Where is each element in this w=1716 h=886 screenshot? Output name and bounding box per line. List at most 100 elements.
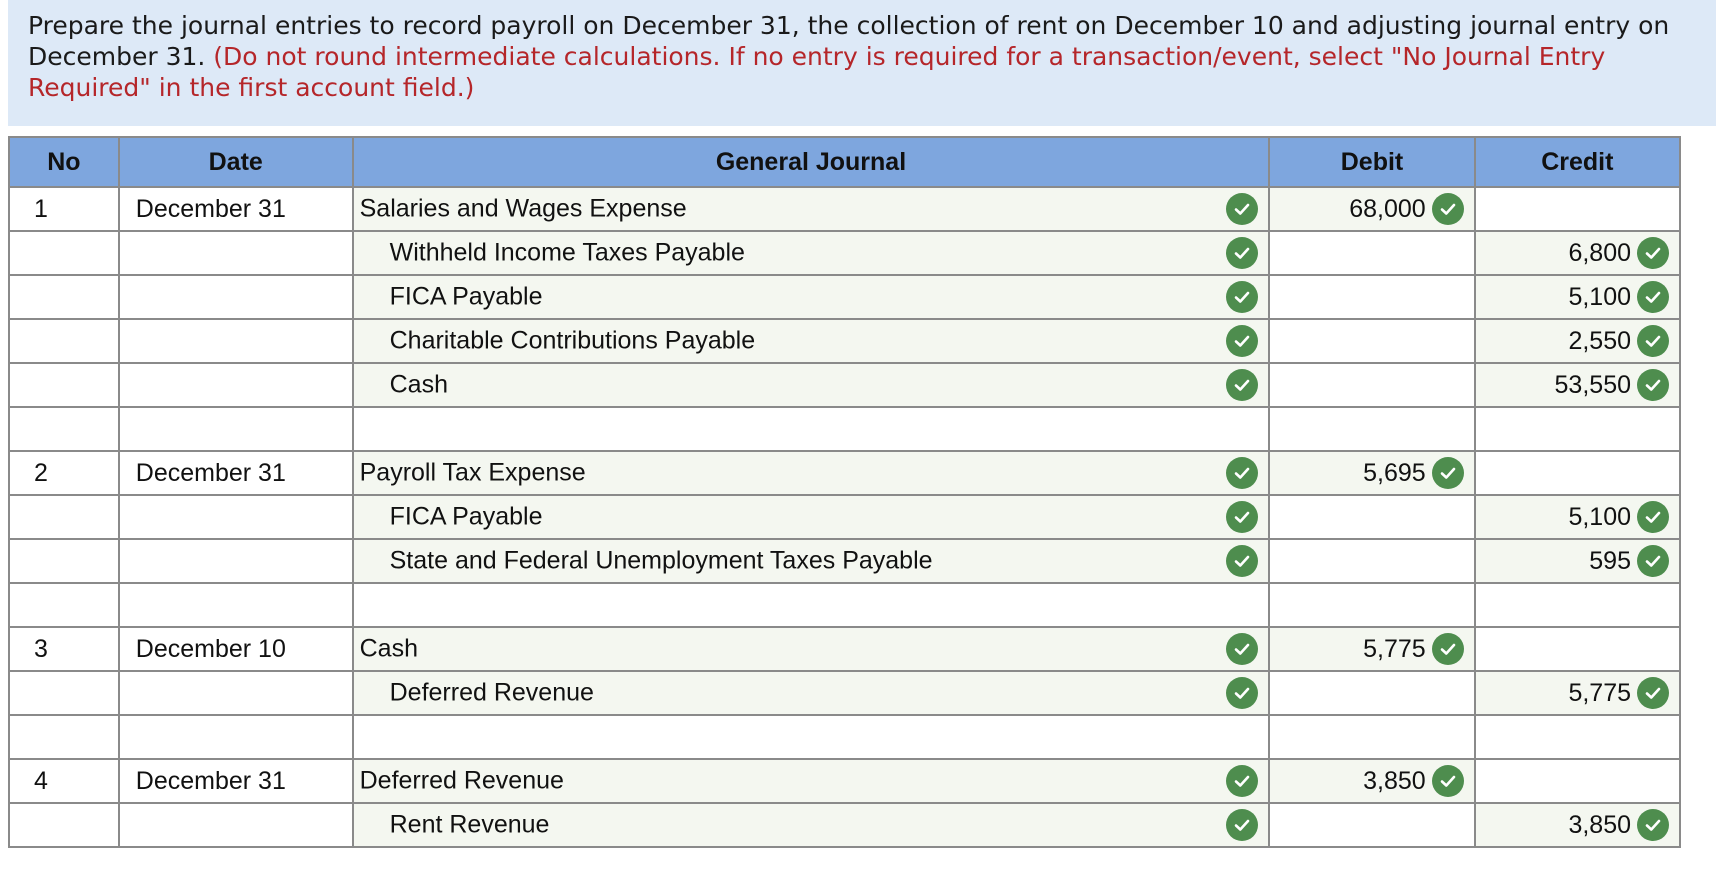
debit-input[interactable] [1268, 230, 1476, 276]
account-name: Deferred Revenue [389, 678, 594, 707]
account-select[interactable]: Payroll Tax Expense [351, 450, 1271, 496]
debit-input[interactable] [1268, 538, 1476, 584]
check-circle-icon [1226, 325, 1259, 357]
cell-date [117, 230, 354, 276]
credit-input[interactable] [1473, 758, 1682, 804]
debit-input[interactable]: 5,775 [1268, 626, 1476, 672]
debit-input[interactable] [1268, 714, 1476, 760]
account-select[interactable]: Salaries and Wages Expense [351, 186, 1271, 232]
cell-date: December 31 [117, 450, 354, 496]
credit-input[interactable]: 5,100 [1473, 494, 1682, 540]
credit-input[interactable] [1473, 582, 1682, 628]
instructions-note: (Do not round intermediate calculations.… [28, 42, 1606, 102]
cell-no [8, 318, 120, 364]
credit-input[interactable]: 6,800 [1473, 230, 1682, 276]
debit-input[interactable] [1268, 582, 1476, 628]
cell-no [8, 494, 120, 540]
credit-input[interactable] [1473, 186, 1682, 232]
check-circle-icon [1637, 237, 1669, 269]
check-circle-icon [1637, 545, 1669, 577]
credit-input[interactable] [1473, 626, 1682, 672]
credit-input[interactable]: 2,550 [1473, 318, 1682, 364]
debit-input[interactable] [1268, 318, 1476, 364]
credit-input[interactable]: 5,775 [1473, 670, 1682, 716]
instructions-panel: Prepare the journal entries to record pa… [8, 0, 1716, 126]
account-name: Cash [389, 370, 448, 399]
account-select[interactable]: Charitable Contributions Payable [351, 318, 1271, 364]
debit-input[interactable] [1268, 362, 1476, 408]
account-select[interactable]: Deferred Revenue [351, 758, 1271, 804]
account-select[interactable]: Deferred Revenue [351, 670, 1271, 716]
account-select[interactable]: FICA Payable [351, 274, 1271, 320]
credit-input[interactable]: 595 [1473, 538, 1682, 584]
debit-amount: 68,000 [1349, 194, 1426, 223]
account-name: Cash [359, 634, 418, 663]
table-row: Cash 53,550 [8, 362, 1682, 408]
table-row: Deferred Revenue 5,775 [8, 670, 1682, 716]
account-select[interactable]: Cash [351, 626, 1271, 672]
account-name: FICA Payable [389, 282, 543, 311]
account-select[interactable]: Cash [351, 362, 1271, 408]
cell-date [117, 318, 354, 364]
instructions-text: Prepare the journal entries to record pa… [28, 11, 1670, 71]
debit-input[interactable]: 5,695 [1268, 450, 1476, 496]
check-circle-icon [1226, 281, 1259, 313]
credit-input[interactable]: 5,100 [1473, 274, 1682, 320]
header-credit: Credit [1473, 136, 1682, 188]
account-name: Charitable Contributions Payable [389, 326, 756, 355]
account-select[interactable] [351, 714, 1271, 760]
account-select[interactable]: Withheld Income Taxes Payable [351, 230, 1271, 276]
journal-body: 1 December 31 Salaries and Wages Expense 68… [8, 186, 1682, 848]
cell-no [8, 538, 120, 584]
cell-no: 2 [8, 450, 120, 496]
check-circle-icon [1431, 193, 1464, 225]
check-circle-icon [1226, 765, 1259, 797]
check-circle-icon [1637, 501, 1669, 533]
account-select[interactable]: Rent Revenue [351, 802, 1271, 848]
cell-no [8, 362, 120, 408]
account-name: Withheld Income Taxes Payable [389, 238, 745, 267]
cell-no: 1 [8, 186, 120, 232]
table-row: Rent Revenue 3,850 [8, 802, 1682, 848]
credit-amount: 5,100 [1568, 502, 1631, 531]
cell-date [117, 494, 354, 540]
debit-input[interactable]: 3,850 [1268, 758, 1476, 804]
account-name: Rent Revenue [389, 810, 550, 839]
account-select[interactable]: State and Federal Unemployment Taxes Pay… [351, 538, 1271, 584]
cell-no [8, 802, 120, 848]
credit-input[interactable] [1473, 406, 1682, 452]
credit-input[interactable] [1473, 450, 1682, 496]
account-select[interactable]: FICA Payable [351, 494, 1271, 540]
debit-input[interactable] [1268, 802, 1476, 848]
cell-date [117, 670, 354, 716]
debit-input[interactable] [1268, 670, 1476, 716]
check-circle-icon [1637, 677, 1669, 709]
debit-input[interactable] [1268, 274, 1476, 320]
debit-input[interactable] [1268, 494, 1476, 540]
cell-no [8, 274, 120, 320]
check-circle-icon [1637, 369, 1669, 401]
account-select[interactable] [351, 582, 1271, 628]
table-row: 3 December 10 Cash 5,775 [8, 626, 1682, 672]
credit-amount: 53,550 [1554, 370, 1631, 399]
cell-date [117, 274, 354, 320]
table-header-row: No Date General Journal Debit Credit [8, 136, 1682, 188]
table-row-blank [8, 406, 1682, 452]
credit-input[interactable]: 53,550 [1473, 362, 1682, 408]
debit-amount: 5,775 [1363, 634, 1426, 663]
check-circle-icon [1226, 369, 1259, 401]
credit-input[interactable]: 3,850 [1473, 802, 1682, 848]
credit-input[interactable] [1473, 714, 1682, 760]
debit-input[interactable] [1268, 406, 1476, 452]
table-row: 1 December 31 Salaries and Wages Expense 68… [8, 186, 1682, 232]
debit-input[interactable]: 68,000 [1268, 186, 1476, 232]
account-select[interactable] [351, 406, 1271, 452]
table-row: Withheld Income Taxes Payable 6,800 [8, 230, 1682, 276]
credit-amount: 6,800 [1568, 238, 1631, 267]
credit-amount: 5,100 [1568, 282, 1631, 311]
table-row: Charitable Contributions Payable 2,550 [8, 318, 1682, 364]
credit-amount: 2,550 [1568, 326, 1631, 355]
account-name: Salaries and Wages Expense [359, 194, 687, 223]
cell-no [8, 670, 120, 716]
table-row: FICA Payable 5,100 [8, 494, 1682, 540]
